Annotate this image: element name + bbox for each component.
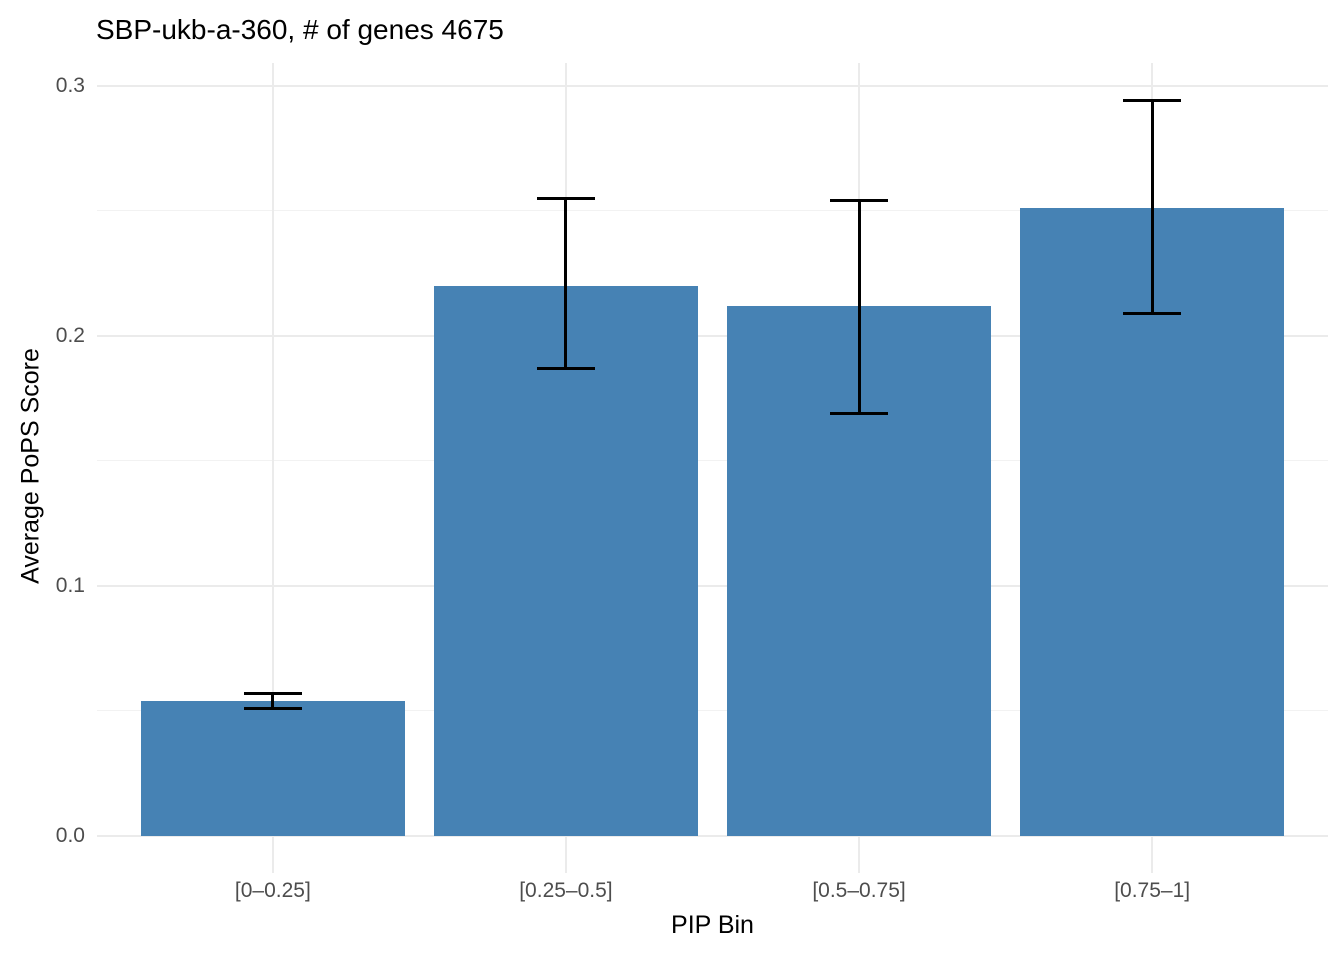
x-tick-label: [0–0.25] bbox=[234, 879, 311, 902]
gridline-minor-horizontal bbox=[97, 710, 1328, 711]
y-tick-label: 0.2 bbox=[55, 323, 85, 347]
y-tick-label: 0.3 bbox=[55, 73, 85, 97]
gridline-major-horizontal bbox=[97, 84, 1328, 87]
plot-panel bbox=[97, 63, 1328, 873]
x-tick-label: [0.5–0.75] bbox=[812, 879, 906, 902]
gridline-major-horizontal bbox=[97, 584, 1328, 587]
errorbar-cap-bottom bbox=[243, 706, 303, 710]
errorbar-cap-top bbox=[829, 199, 889, 202]
gridline-minor-horizontal bbox=[97, 460, 1328, 461]
errorbar-cap-bottom bbox=[536, 366, 596, 370]
gridline-major-horizontal bbox=[97, 834, 1328, 837]
gridline-major-horizontal bbox=[97, 334, 1328, 337]
y-axis-title: Average PoPS Score bbox=[16, 348, 45, 584]
errorbar-cap-bottom bbox=[829, 411, 889, 415]
gridline-major-vertical bbox=[271, 63, 274, 873]
errorbar-cap-bottom bbox=[1122, 311, 1182, 315]
y-tick-label: 0.0 bbox=[55, 823, 85, 847]
gridline-minor-horizontal bbox=[97, 210, 1328, 211]
x-tick-label: [0.25–0.5] bbox=[519, 879, 613, 902]
chart-title: SBP-ukb-a-360, # of genes 4675 bbox=[96, 14, 504, 45]
errorbar-line bbox=[1150, 100, 1154, 313]
errorbar-cap-top bbox=[1122, 99, 1182, 102]
errorbar-cap-top bbox=[536, 196, 596, 200]
errorbar-line bbox=[271, 693, 275, 708]
bar-[0–0.25] bbox=[140, 700, 405, 836]
errorbar-cap-top bbox=[243, 691, 303, 695]
y-tick-label: 0.1 bbox=[55, 573, 85, 597]
errorbar-line bbox=[857, 200, 861, 413]
bar-[0.25–0.5] bbox=[434, 285, 698, 836]
x-axis-title: PIP Bin bbox=[671, 911, 754, 939]
errorbar-line bbox=[564, 198, 568, 368]
x-tick-label: [0.75–1] bbox=[1114, 879, 1191, 902]
